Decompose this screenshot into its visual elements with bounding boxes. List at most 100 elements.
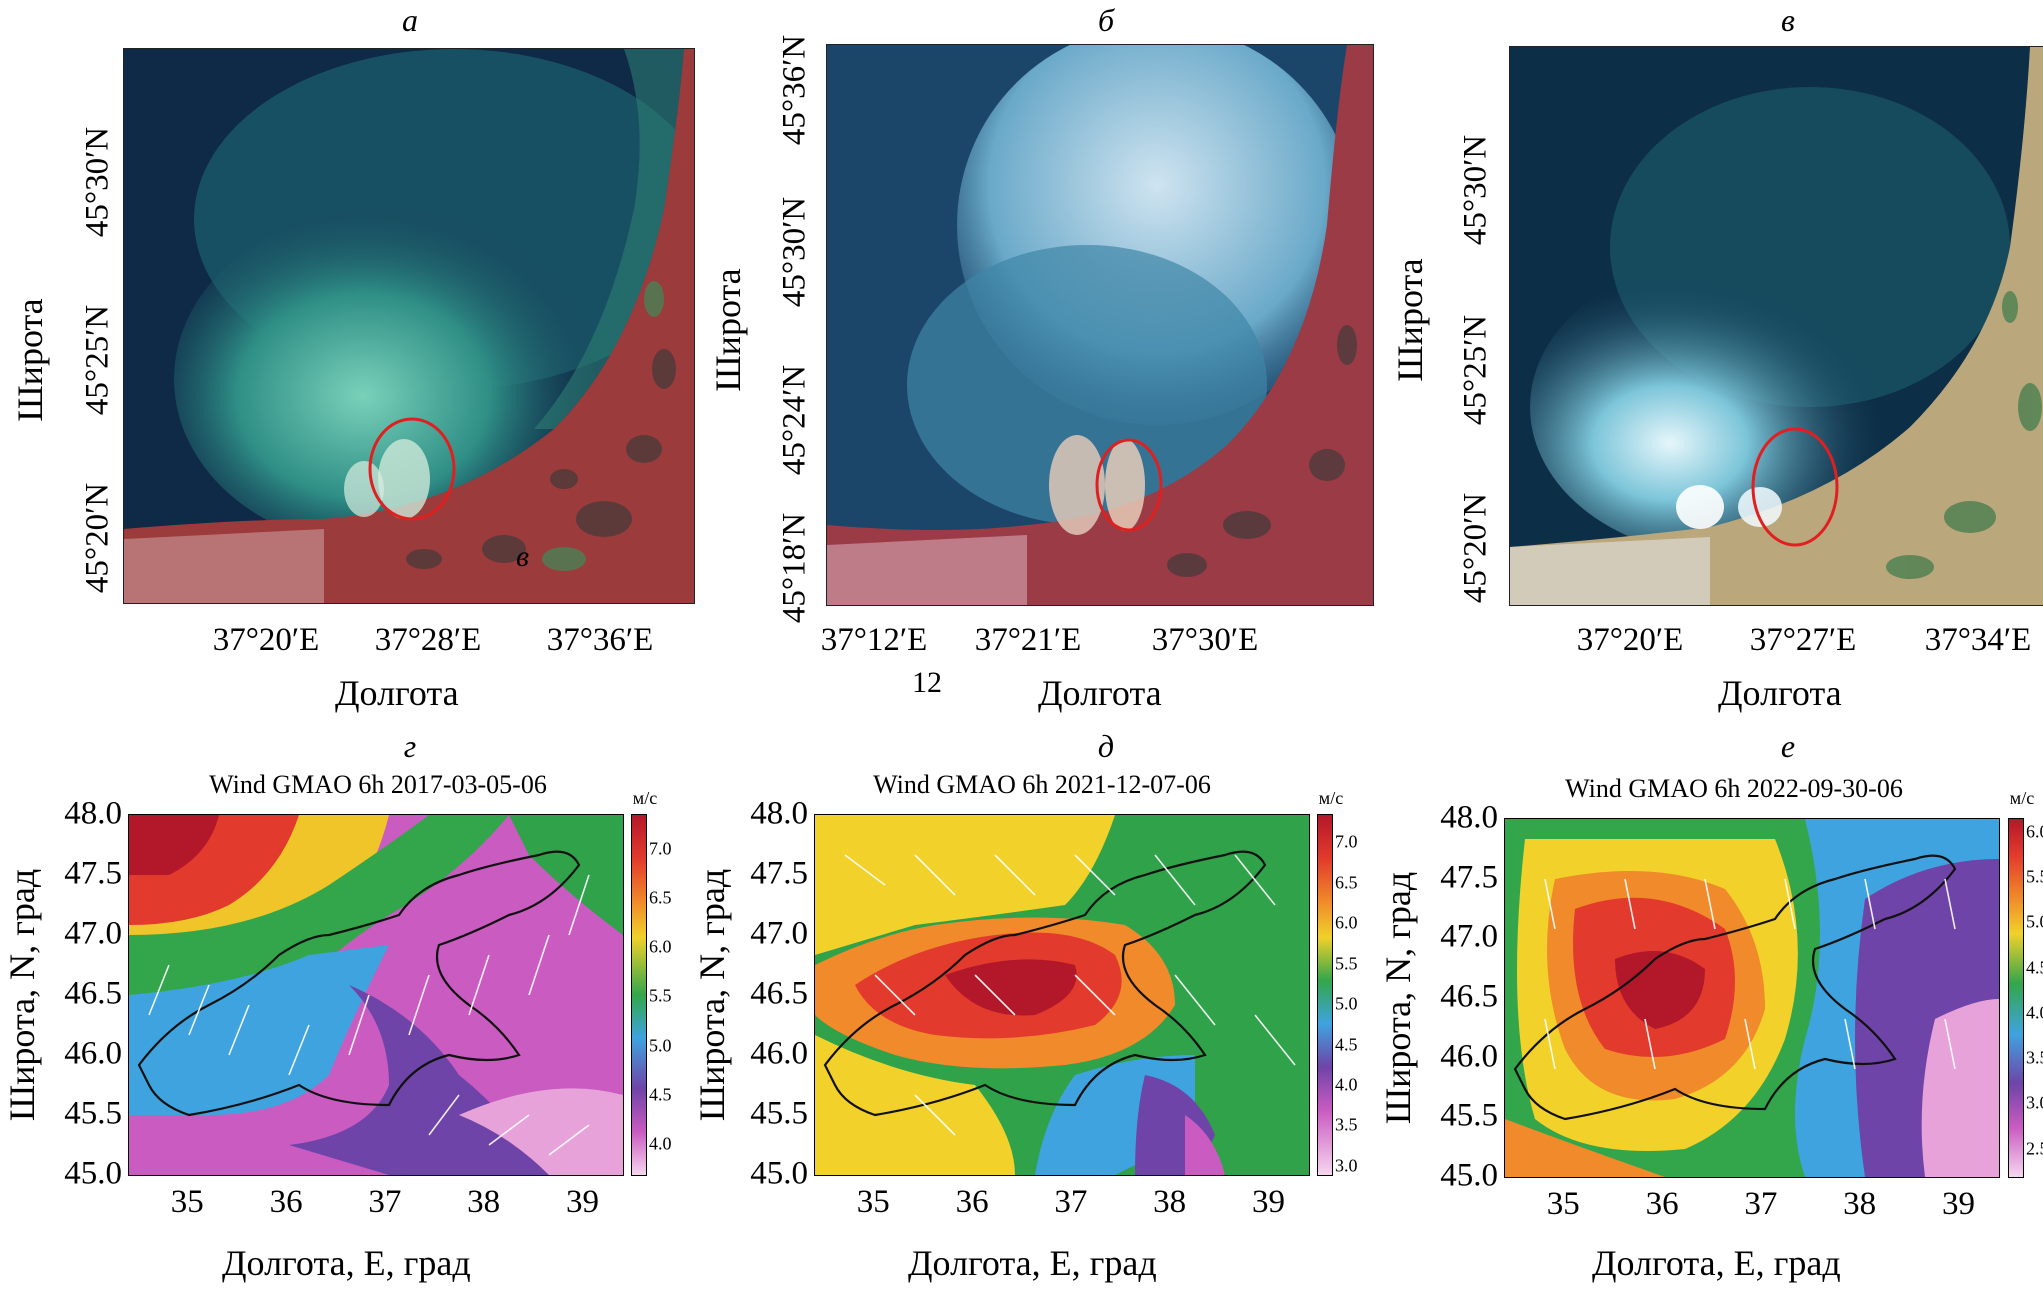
satellite-scene-a [124, 49, 694, 603]
colorbar-tick-e-8: 2.5 [2026, 1138, 2043, 1159]
x-tick-e-1: 35 [1546, 1186, 1580, 1222]
colorbar-tick-e-3: 5.0 [2026, 911, 2043, 932]
colorbar-tick-g-7: 4.0 [649, 1133, 672, 1154]
x-tick-d-3: 37 [1054, 1184, 1088, 1220]
colorbar-unit-g: м/с [632, 788, 658, 808]
colorbar-tick-d-5: 5.0 [1335, 993, 1358, 1014]
x-tick-a-3: 37°36′E [546, 622, 654, 658]
panel-letter-b: б [1097, 2, 1115, 38]
map-annotation-a: в [516, 540, 530, 573]
x-tick-e-5: 39 [1941, 1186, 1975, 1222]
y-tick-v-3: 45°30′N [1457, 134, 1494, 246]
wind-field-e [1505, 819, 1999, 1177]
y-tick-e-2: 47.5 [1440, 859, 1498, 896]
y-tick-e-6: 45.5 [1440, 1097, 1498, 1134]
x-tick-g-3: 37 [368, 1184, 402, 1220]
map-title-e: Wind GMAO 6h 2022-09-30-06 [1565, 774, 1903, 803]
y-tick-a-1: 45°20′N [79, 482, 116, 594]
x-tick-e-2: 36 [1645, 1186, 1679, 1222]
colorbar-tick-d-6: 4.5 [1335, 1034, 1358, 1055]
map-title-g: Wind GMAO 6h 2017-03-05-06 [209, 770, 547, 799]
colorbar-g [631, 814, 647, 1176]
y-tick-a-3: 45°30′N [79, 126, 116, 238]
wind-map-d [814, 814, 1310, 1176]
x-tick-b-1: 37°12′E [820, 622, 928, 658]
panel-letter-v: в [1781, 2, 1795, 38]
colorbar-tick-e-5: 4.0 [2026, 1002, 2043, 1023]
map-title-d: Wind GMAO 6h 2021-12-07-06 [873, 770, 1211, 799]
highlight-circle-b [1095, 438, 1163, 532]
colorbar-tick-e-6: 3.5 [2026, 1047, 2043, 1068]
x-tick-a-2: 37°28′E [374, 622, 482, 658]
colorbar-tick-g-2: 6.5 [649, 887, 672, 908]
highlight-circle-v [1751, 427, 1839, 547]
y-tick-e-5: 46.0 [1440, 1038, 1498, 1075]
highlight-circle-a [368, 417, 456, 521]
x-tick-g-2: 36 [269, 1184, 303, 1220]
x-tick-e-3: 37 [1744, 1186, 1778, 1222]
wind-vectors-e [1544, 878, 1956, 1070]
wind-field-d [815, 815, 1309, 1175]
y-tick-b-4: 45°36′N [776, 34, 813, 146]
panel-letter-d: д [1097, 728, 1115, 764]
ylabel-e: Широта, N, град [1378, 871, 1418, 1125]
stray-label-b: 12 [912, 666, 942, 699]
x-tick-e-4: 38 [1843, 1186, 1877, 1222]
y-tick-g-4: 46.5 [64, 975, 122, 1012]
x-tick-v-1: 37°20′E [1576, 622, 1684, 658]
y-tick-e-7: 45.0 [1440, 1157, 1498, 1194]
y-tick-g-3: 47.0 [64, 915, 122, 952]
y-tick-g-5: 46.0 [64, 1035, 122, 1072]
colorbar-tick-d-8: 3.5 [1335, 1114, 1358, 1135]
y-tick-d-7: 45.0 [750, 1155, 808, 1192]
satellite-scene-v [1510, 47, 2043, 605]
colorbar-tick-g-4: 5.5 [649, 985, 672, 1006]
wind-field-g [129, 815, 623, 1175]
x-tick-g-5: 39 [565, 1184, 599, 1220]
x-tick-v-3: 37°34′E [1924, 622, 2032, 658]
colorbar-tick-d-1: 7.0 [1335, 831, 1358, 852]
colorbar-tick-d-9: 3.0 [1335, 1155, 1358, 1176]
x-tick-d-2: 36 [955, 1184, 989, 1220]
x-tick-g-4: 38 [467, 1184, 501, 1220]
ylabel-b: Широта [708, 268, 748, 392]
ylabel-d: Широта, N, град [692, 868, 732, 1122]
colorbar-tick-g-6: 4.5 [649, 1084, 672, 1105]
xlabel-v: Долгота [1718, 673, 1842, 713]
y-tick-b-2: 45°24′N [776, 364, 813, 476]
panel-letter-e: е [1780, 728, 1796, 764]
y-tick-d-6: 45.5 [750, 1095, 808, 1132]
x-tick-g-1: 35 [170, 1184, 204, 1220]
y-tick-g-2: 47.5 [64, 855, 122, 892]
satellite-image-b [826, 44, 1374, 606]
colorbar-tick-e-7: 3.0 [2026, 1092, 2043, 1113]
y-tick-v-1: 45°20′N [1457, 492, 1494, 604]
x-tick-b-2: 37°21′E [974, 622, 1082, 658]
x-tick-d-1: 35 [856, 1184, 890, 1220]
colorbar-tick-g-1: 7.0 [649, 838, 672, 859]
xlabel-a: Долгота [335, 673, 459, 713]
colorbar-unit-d: м/с [1318, 788, 1344, 808]
satellite-scene-b [827, 45, 1373, 605]
xlabel-g: Долгота, E, град [222, 1243, 471, 1283]
wind-vectors-d [844, 854, 1296, 1136]
satellite-image-v [1509, 46, 2043, 606]
colorbar-e [2008, 818, 2024, 1178]
colorbar-tick-g-3: 6.0 [649, 936, 672, 957]
xlabel-e: Долгота, E, град [1592, 1243, 1841, 1283]
colorbar-tick-g-5: 5.0 [649, 1035, 672, 1056]
y-tick-g-6: 45.5 [64, 1095, 122, 1132]
wind-map-e [1504, 818, 2000, 1178]
panel-letter-a: а [402, 2, 418, 38]
y-tick-e-3: 47.0 [1440, 918, 1498, 955]
satellite-image-a [123, 48, 695, 604]
y-tick-d-1: 48.0 [750, 795, 808, 832]
x-tick-b-3: 37°30′E [1151, 622, 1259, 658]
x-tick-d-4: 38 [1153, 1184, 1187, 1220]
colorbar-tick-e-2: 5.5 [2026, 866, 2043, 887]
colorbar-tick-d-4: 5.5 [1335, 953, 1358, 974]
y-tick-v-2: 45°25′N [1457, 314, 1494, 426]
xlabel-d: Долгота, E, град [908, 1243, 1157, 1283]
y-tick-b-1: 45°18′N [776, 512, 813, 624]
colorbar-tick-d-7: 4.0 [1335, 1074, 1358, 1095]
